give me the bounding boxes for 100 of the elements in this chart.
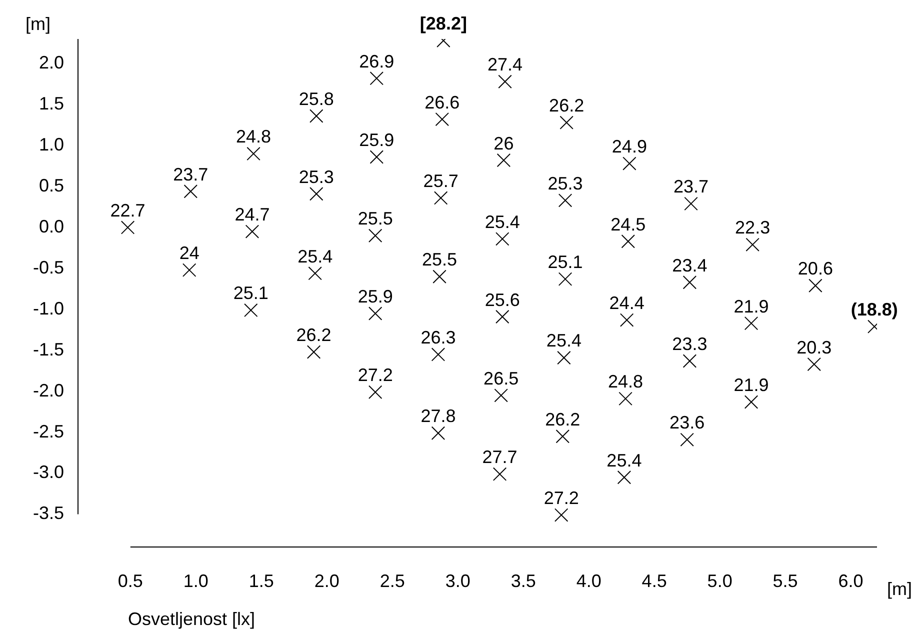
x-tick-label: 1.5 bbox=[248, 570, 274, 591]
y-tick-label: 0.0 bbox=[38, 216, 64, 236]
annotation: 25.1 bbox=[233, 283, 268, 304]
annotation: 26.3 bbox=[420, 327, 456, 348]
annotation: 24.5 bbox=[610, 214, 646, 234]
y-axis-title: [m] bbox=[26, 14, 50, 34]
point bbox=[310, 186, 324, 201]
annotation: 26.9 bbox=[359, 51, 394, 72]
text: Osvetljenost [lx] bbox=[128, 609, 256, 629]
annotation: 25.4 bbox=[546, 330, 582, 351]
annotation: 26.2 bbox=[296, 324, 332, 345]
x-tick-label: 5.0 bbox=[707, 570, 732, 591]
annotation: 20.3 bbox=[796, 337, 832, 358]
point bbox=[682, 354, 697, 368]
point bbox=[620, 313, 634, 327]
annotation: 27.8 bbox=[420, 406, 456, 426]
y-tick-label: 1.5 bbox=[38, 94, 64, 114]
point bbox=[496, 153, 511, 168]
annotation: 26.2 bbox=[549, 96, 584, 116]
y-tick-label: -1.0 bbox=[32, 298, 64, 318]
point bbox=[557, 350, 571, 365]
point bbox=[682, 275, 697, 290]
annotation: 25.7 bbox=[423, 170, 458, 191]
point bbox=[622, 156, 636, 170]
y-tick-label: -1.5 bbox=[32, 339, 64, 360]
annotation: 27.2 bbox=[358, 365, 393, 386]
annotation: 21.9 bbox=[734, 374, 769, 395]
y-tick-label: 2.0 bbox=[38, 52, 64, 73]
point bbox=[560, 116, 574, 130]
annotation: 21.9 bbox=[734, 296, 769, 316]
annotation: 23.4 bbox=[672, 255, 708, 276]
point bbox=[306, 345, 321, 359]
point bbox=[434, 191, 448, 205]
y-tick-label: 0.5 bbox=[38, 175, 64, 196]
annotation: 24.7 bbox=[234, 204, 270, 225]
annotation: 25.3 bbox=[298, 166, 334, 187]
annotation: 25.5 bbox=[358, 208, 393, 229]
y-tick-label: -2.5 bbox=[32, 421, 64, 442]
y-tick-label: -2.0 bbox=[32, 380, 64, 400]
annotation: 22.7 bbox=[110, 200, 146, 220]
annotation: 25.9 bbox=[358, 286, 393, 306]
point bbox=[498, 74, 512, 88]
annotation: 26.6 bbox=[424, 92, 460, 112]
point bbox=[370, 150, 384, 164]
x-tick-label: 0.5 bbox=[118, 570, 143, 591]
y-tick-label: -0.5 bbox=[32, 257, 64, 278]
point bbox=[554, 508, 568, 522]
point bbox=[244, 303, 258, 318]
annotation: 25.3 bbox=[548, 173, 583, 194]
annotation: 23.7 bbox=[173, 164, 208, 184]
annotation: 20.6 bbox=[798, 258, 833, 279]
point bbox=[435, 112, 449, 126]
x-tick-label: 4.5 bbox=[642, 570, 667, 591]
x-axis-title: [m] bbox=[887, 579, 912, 599]
point bbox=[246, 146, 260, 161]
point bbox=[744, 395, 758, 409]
point bbox=[308, 266, 322, 280]
point bbox=[807, 357, 821, 372]
point bbox=[808, 278, 822, 292]
annotation: 25.1 bbox=[548, 252, 583, 272]
annotation: 24.4 bbox=[609, 293, 644, 314]
y-tick-label: 1.0 bbox=[38, 134, 64, 154]
point bbox=[245, 224, 260, 238]
annotation: 24 bbox=[179, 243, 200, 264]
point bbox=[431, 426, 446, 440]
annotation: 23.7 bbox=[673, 176, 709, 197]
point bbox=[492, 467, 507, 481]
annotation: 24.9 bbox=[612, 136, 647, 157]
point bbox=[368, 306, 382, 320]
y-tick-label: -3.5 bbox=[32, 503, 64, 524]
point bbox=[618, 392, 632, 406]
x-tick-label: 5.5 bbox=[772, 570, 798, 591]
annotation: (18.8) bbox=[850, 300, 898, 320]
annotation: 25.4 bbox=[298, 246, 333, 266]
point bbox=[368, 385, 382, 400]
point bbox=[680, 432, 694, 447]
annotation: 25.6 bbox=[484, 290, 520, 310]
point bbox=[432, 270, 446, 284]
y-tick-label: -3.0 bbox=[32, 462, 64, 482]
point bbox=[556, 430, 570, 444]
x-tick-label: 6.0 bbox=[838, 570, 864, 591]
point bbox=[621, 234, 635, 248]
point bbox=[431, 348, 446, 362]
point bbox=[558, 194, 572, 208]
point bbox=[370, 71, 384, 86]
point bbox=[494, 388, 508, 402]
x-tick-label: 4.0 bbox=[576, 570, 602, 591]
x-tick-label: 3.5 bbox=[510, 570, 536, 591]
annotation: 25.5 bbox=[422, 250, 458, 270]
x-tick-label: 2.0 bbox=[314, 570, 340, 591]
annotation: [28.2] bbox=[420, 14, 467, 34]
annotation: 24.8 bbox=[608, 372, 644, 392]
annotation: 25.8 bbox=[298, 89, 334, 110]
annotation: 25.4 bbox=[484, 212, 520, 232]
point bbox=[184, 184, 198, 198]
annotation: 26.2 bbox=[545, 409, 580, 430]
point bbox=[744, 316, 758, 330]
point bbox=[617, 470, 632, 484]
point bbox=[368, 228, 382, 243]
point bbox=[684, 196, 698, 211]
